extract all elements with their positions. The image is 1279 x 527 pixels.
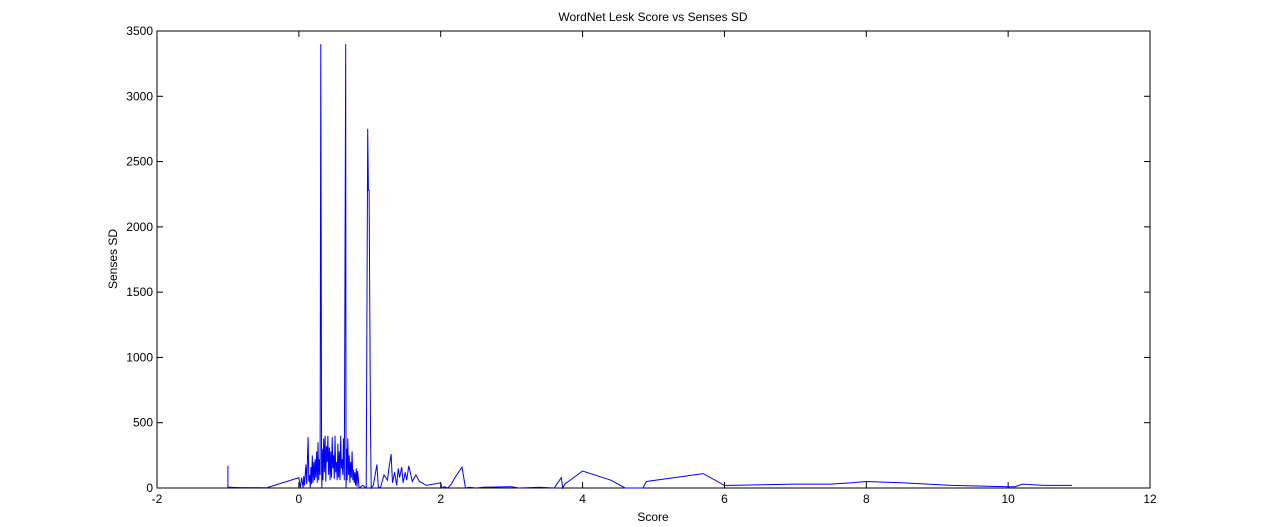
x-tick-label: 12 — [1143, 492, 1157, 506]
y-tick-label: 2000 — [126, 220, 153, 234]
x-tick-label: 6 — [721, 492, 728, 506]
y-tick-label: 0 — [146, 481, 153, 495]
plot-area — [156, 30, 1151, 489]
y-tick-label: 1000 — [126, 350, 153, 364]
x-tick-label: 2 — [437, 492, 444, 506]
x-tick-label: -2 — [152, 492, 163, 506]
x-tick-label: 8 — [863, 492, 870, 506]
y-tick-label: 1500 — [126, 285, 153, 299]
x-tick-label: 4 — [579, 492, 586, 506]
y-axis-label: Senses SD — [106, 229, 120, 289]
chart-title: WordNet Lesk Score vs Senses SD — [558, 10, 748, 24]
x-tick-label: 10 — [1001, 492, 1015, 506]
x-axis-ticks: -2 0 2 4 6 8 10 12 — [152, 31, 1157, 506]
y-tick-label: 2500 — [126, 155, 153, 169]
x-tick-label: 0 — [296, 492, 303, 506]
y-tick-label: 500 — [133, 416, 153, 430]
y-tick-label: 3500 — [126, 24, 153, 38]
series-line — [227, 44, 1072, 490]
y-tick-label: 3000 — [126, 89, 153, 103]
y-axis-ticks: 0 500 1000 1500 2000 2500 3000 3500 — [126, 24, 1150, 495]
x-axis-label: Score — [637, 510, 669, 524]
